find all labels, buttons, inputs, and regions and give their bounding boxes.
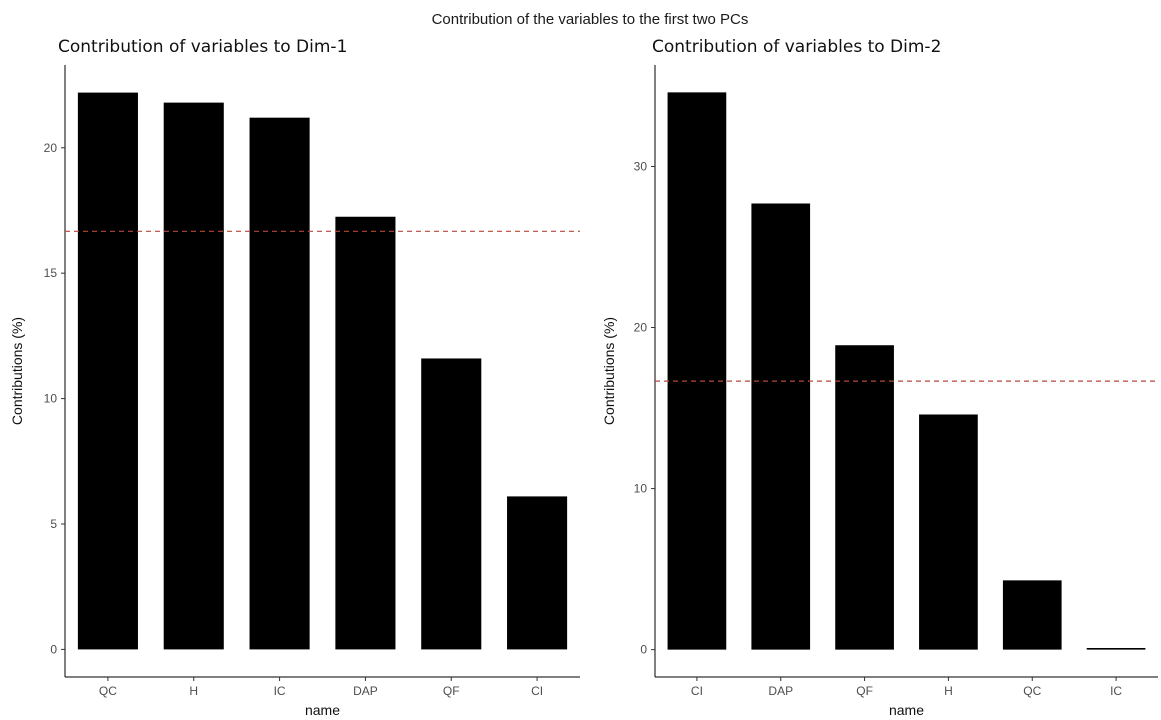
dim1-x-tick-label: DAP xyxy=(353,684,378,698)
dim1-x-axis-label: name xyxy=(305,702,340,718)
dim1-x-tick-label: QC xyxy=(99,684,117,698)
dim2-bar-qf xyxy=(835,345,894,650)
dim2-y-tick-label: 10 xyxy=(634,482,648,496)
dim1-x-tick-label: QF xyxy=(443,684,460,698)
dim2-x-tick-label: QC xyxy=(1023,684,1041,698)
dim2-y-tick-label: 0 xyxy=(640,643,647,657)
dim2-x-tick-label: QF xyxy=(856,684,873,698)
dim1-y-tick-label: 20 xyxy=(44,141,58,155)
dim1-x-tick-label: CI xyxy=(531,684,543,698)
dim1-bar-ic xyxy=(249,117,310,650)
dim2-x-tick-label: IC xyxy=(1110,684,1122,698)
dim1-bar-qf xyxy=(421,358,482,650)
dim2-y-tick-label: 30 xyxy=(634,159,648,173)
dim2-x-tick-label: DAP xyxy=(768,684,793,698)
dim2-x-tick-label: CI xyxy=(691,684,703,698)
dim1-bar-ci xyxy=(507,496,568,650)
dim1-bar-dap xyxy=(335,216,396,650)
dim1-bar-qc xyxy=(77,92,138,650)
dim2-bar-h xyxy=(919,414,978,650)
dim1-y-tick-label: 0 xyxy=(50,642,57,656)
dim1-x-tick-label: H xyxy=(189,684,198,698)
dim1-y-axis-label: Contributions (%) xyxy=(9,317,25,425)
dim1-bar-h xyxy=(163,102,224,650)
dim2-x-axis-label: name xyxy=(889,702,924,718)
dim2-bar-ic xyxy=(1086,648,1146,650)
figure-suptitle: Contribution of the variables to the fir… xyxy=(432,11,749,28)
dim2-x-tick-label: H xyxy=(944,684,953,698)
dim1-y-tick-label: 10 xyxy=(44,392,58,406)
dim2-bar-dap xyxy=(751,203,811,650)
dim2-bar-ci xyxy=(667,92,727,650)
dim2-y-axis-label: Contributions (%) xyxy=(601,317,617,425)
dim1-y-tick-label: 5 xyxy=(50,517,57,531)
dim2-y-tick-label: 20 xyxy=(634,321,648,335)
dim2-chart-title: Contribution of variables to Dim-2 xyxy=(652,37,941,57)
dim2-bar-qc xyxy=(1002,580,1062,650)
dim1-y-tick-label: 15 xyxy=(44,266,58,280)
dim1-x-tick-label: IC xyxy=(274,684,286,698)
dim1-chart-title: Contribution of variables to Dim-1 xyxy=(58,37,347,57)
